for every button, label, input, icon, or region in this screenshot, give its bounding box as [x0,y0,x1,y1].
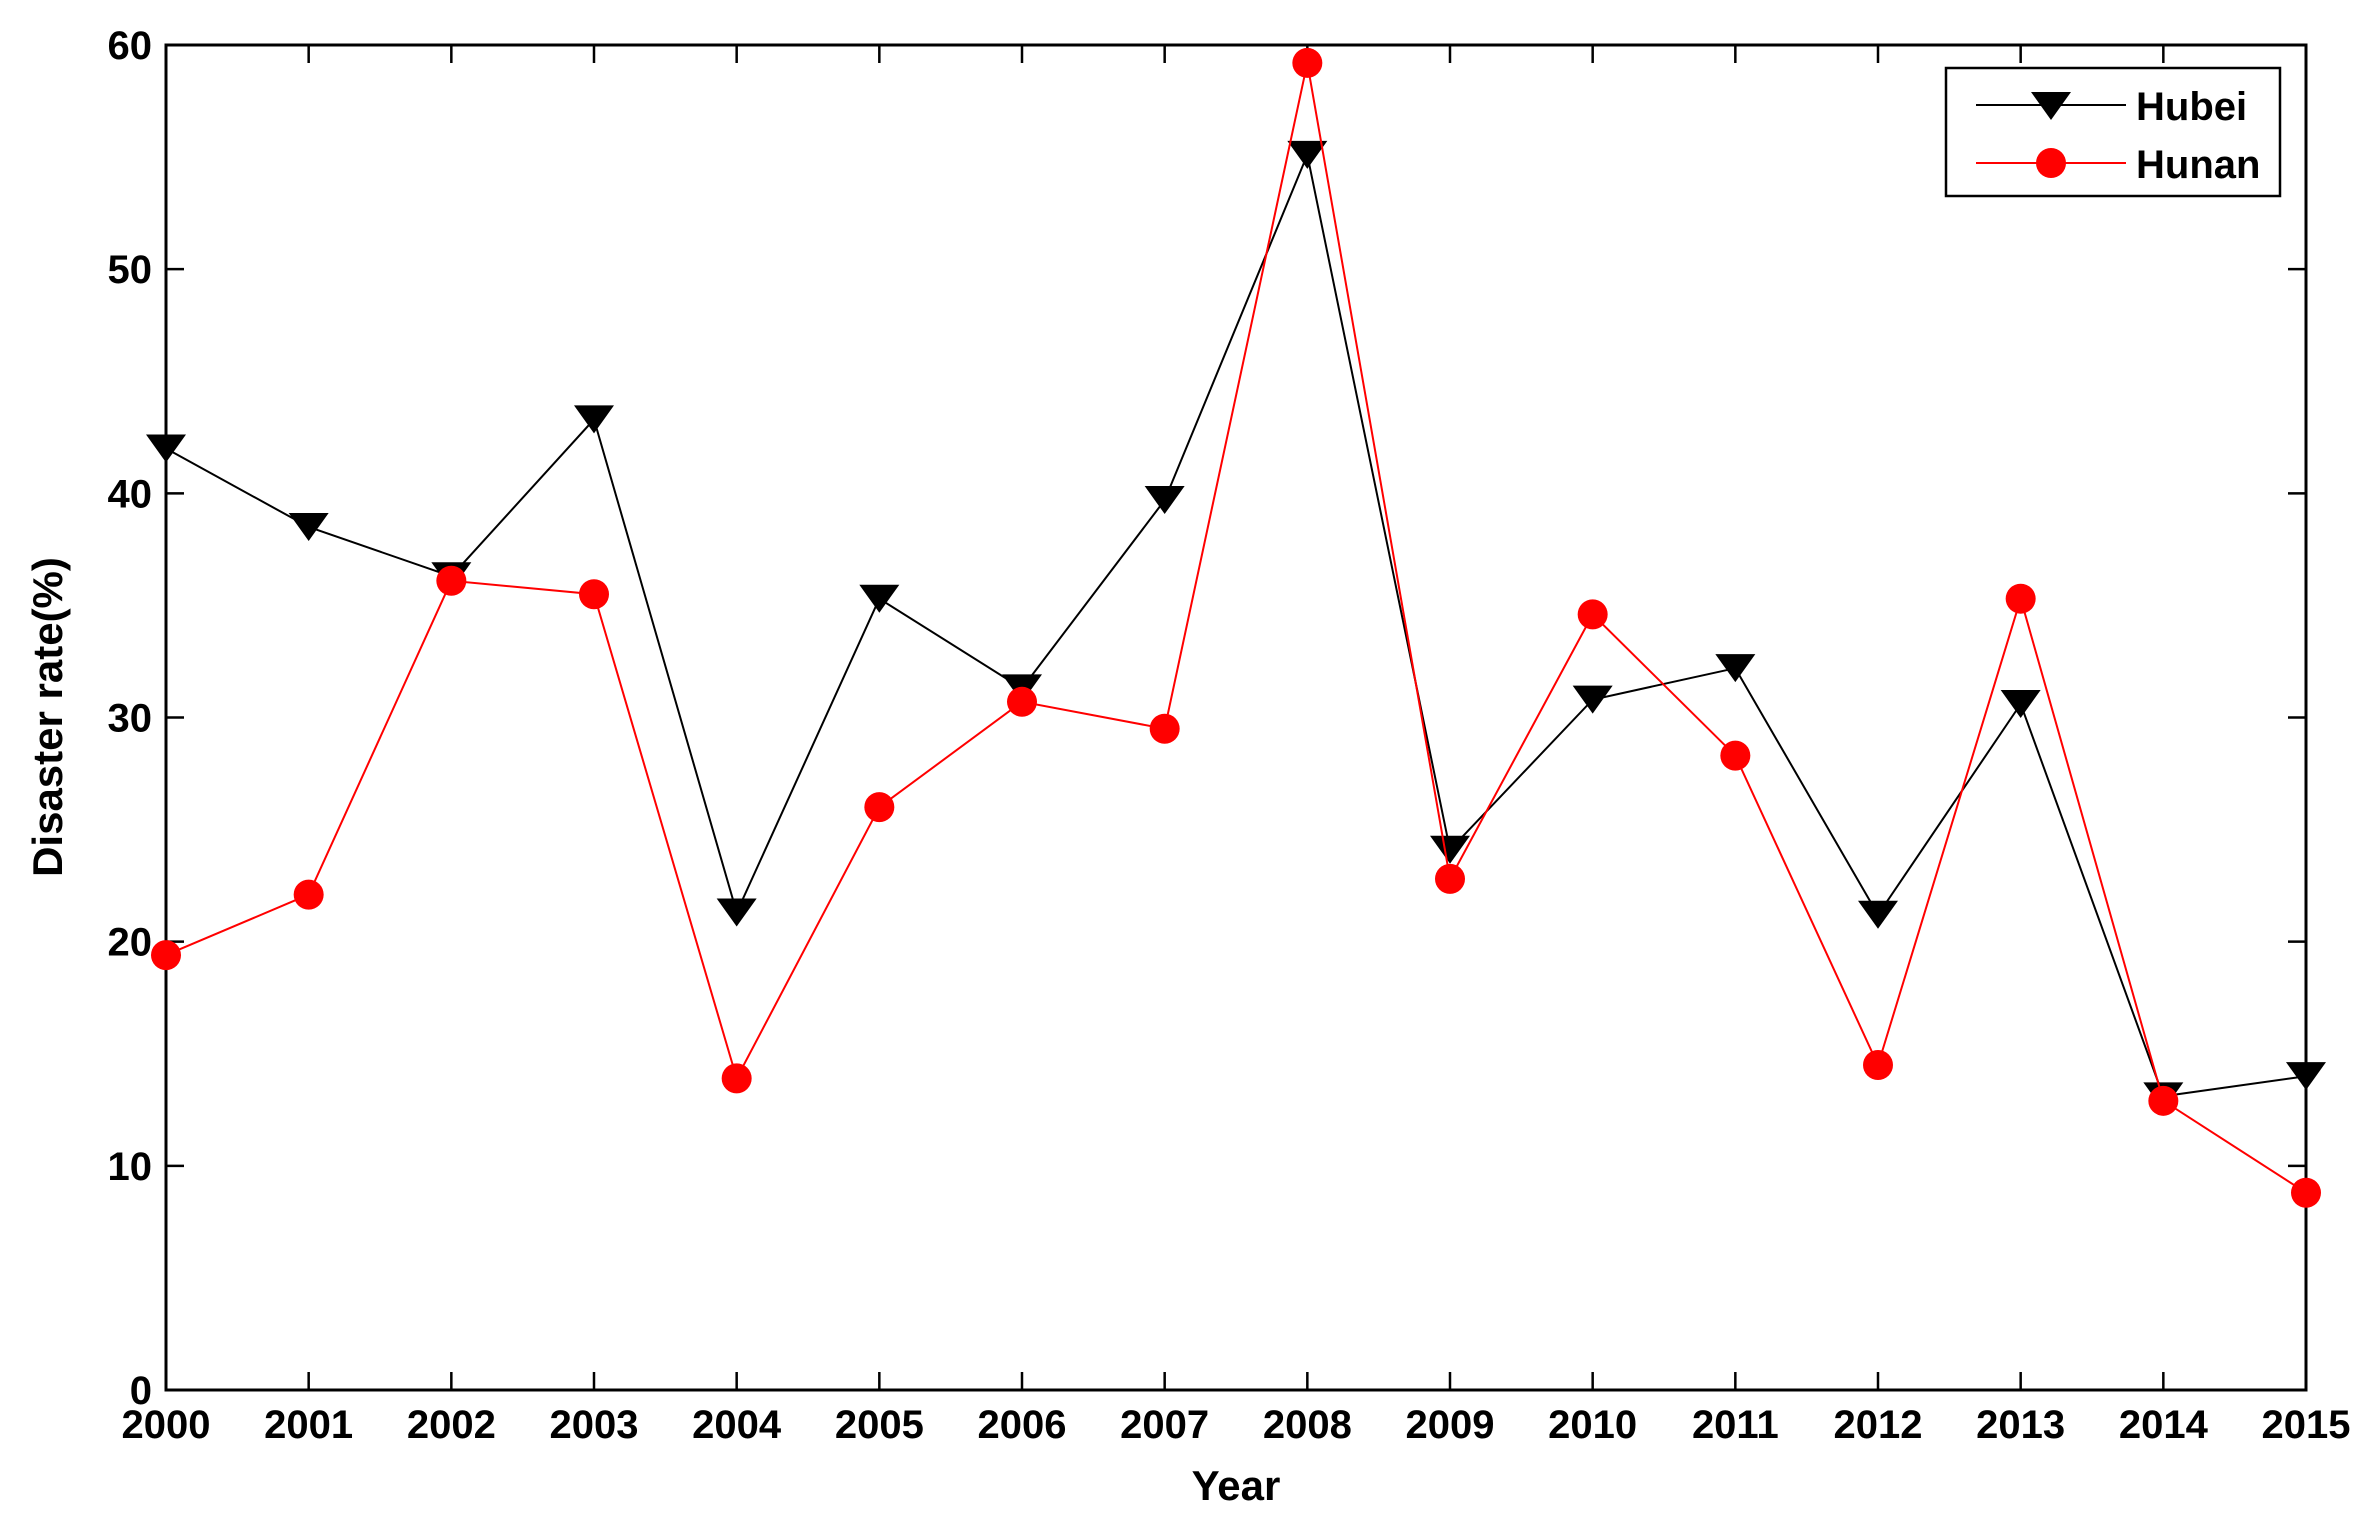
x-tick-label: 2002 [407,1403,496,1447]
x-tick-label: 2004 [692,1403,782,1447]
x-tick-label: 2014 [2119,1403,2209,1447]
series-line-hunan [165,62,2307,1194]
x-tick-label: 2000 [122,1403,211,1447]
y-tick-labels: 0 10 20 30 40 50 60 [108,24,153,1413]
legend: Hubei Hunan [1944,66,2282,198]
data-point-hubei [1430,835,1470,864]
data-point-hubei [1858,900,1898,929]
x-tick-label: 2001 [264,1403,353,1447]
data-point-hunan [1577,599,1608,630]
data-point-hubei [146,434,186,463]
legend-marker-hubei [2031,92,2071,120]
x-tick-label: 2010 [1548,1403,1637,1447]
data-point-hunan [2291,1177,2321,1208]
data-point-hunan [2148,1085,2179,1116]
y-tick-label: 30 [108,697,153,741]
x-tick-label: 2015 [2262,1403,2351,1447]
legend-box [1944,66,2282,198]
x-tick-label: 2005 [835,1403,924,1447]
y-tick-label: 50 [108,248,153,292]
y-axis-title: Disaster rate(%) [24,557,71,877]
x-tick-label: 2012 [1834,1403,1923,1447]
x-axis-title: Year [1192,1462,1281,1509]
data-point-hunan [1007,686,1037,717]
data-point-hubei [1572,685,1613,714]
x-tick-label: 2013 [1976,1403,2065,1447]
y-tick-label: 60 [108,24,153,68]
x-tick-label: 2008 [1263,1403,1352,1447]
series-hunan [151,47,2321,1208]
data-point-hubei [1715,654,1756,683]
data-point-hubei [2000,690,2041,719]
data-point-hunan [1292,47,1323,78]
x-tick-label: 2009 [1406,1403,1495,1447]
axis-ticks [164,43,2308,1392]
data-point-hubei [1144,486,1185,515]
data-point-hunan [1435,863,1465,894]
data-point-hunan [1720,740,1751,771]
y-tick-label: 20 [108,921,153,965]
data-point-hubei [716,898,757,927]
data-point-hunan [293,879,324,910]
data-point-hunan [1149,713,1180,744]
y-tick-label: 40 [108,472,153,516]
x-tick-label: 2003 [550,1403,639,1447]
data-point-hunan [1863,1049,1893,1080]
data-point-hunan [721,1063,752,1094]
data-point-hunan [151,940,181,971]
series-layer [146,47,2326,1208]
data-point-hubei [574,405,614,434]
data-point-hunan [864,792,895,823]
legend-marker-hunan [2036,148,2066,178]
x-tick-labels: 2000 2001 2002 2003 2004 2005 2006 2007 2008 2009… [122,1403,2351,1447]
series-line-hubei [165,151,2307,1098]
data-point-hunan [2005,583,2036,614]
legend-label-hubei: Hubei [2136,85,2247,129]
data-point-hubei [859,584,900,613]
data-point-hunan [436,565,467,596]
x-tick-label: 2007 [1120,1403,1209,1447]
plot-area [164,43,2308,1392]
series-hubei [146,140,2326,1111]
legend-label-hunan: Hunan [2136,143,2260,187]
y-tick-label: 10 [108,1145,153,1189]
data-point-hubei [2286,1062,2326,1091]
data-point-hunan [579,579,609,610]
data-point-hubei [1287,140,1328,169]
x-tick-label: 2006 [978,1403,1067,1447]
y-tick-label: 0 [130,1369,152,1413]
data-point-hubei [288,512,329,541]
x-tick-label: 2011 [1692,1403,1779,1447]
